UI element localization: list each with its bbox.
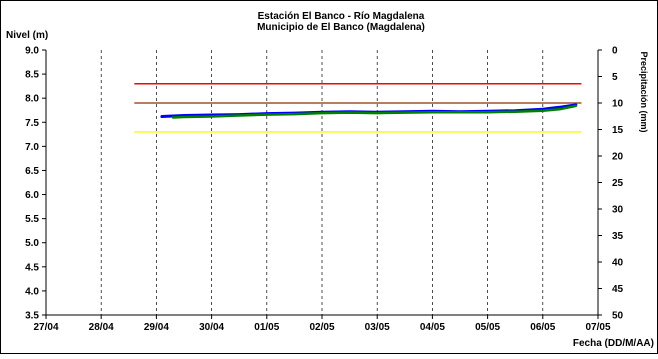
y2-tick-label: 0 [612, 46, 618, 57]
y-tick-label: 5.5 [25, 214, 39, 225]
y2-tick-label: 10 [612, 99, 624, 110]
y2-tick-label: 50 [612, 311, 624, 322]
y2-tick-label: 20 [612, 152, 624, 163]
y-tick-label: 8.0 [25, 94, 39, 105]
series-layer [160, 103, 578, 119]
axis-layer: 9.0 8.5 8.0 7.5 7.0 6.5 6.0 5.5 5.0 4.5 4.0 3.5 0 5 10… [25, 46, 623, 334]
chart-subtitle: Municipio de El Banco (Magdalena) [257, 22, 425, 33]
y2-tick-label: 45 [612, 284, 624, 295]
x-axis-label: Fecha (DD/M/AA) [573, 338, 654, 349]
x-tick-label: 27/04 [33, 322, 58, 333]
x-tick-label: 28/04 [89, 322, 114, 333]
x-tick-label: 05/05 [475, 322, 500, 333]
y-tick-label: 9.0 [25, 46, 39, 57]
x-tick-label: 07/05 [585, 322, 610, 333]
y2-tick-label: 30 [612, 205, 624, 216]
y-tick-label: 4.0 [25, 286, 39, 297]
y-tick-label: 6.0 [25, 190, 39, 201]
y2-tick-label: 40 [612, 258, 624, 269]
y-axis-label: Nivel (m) [6, 30, 48, 41]
grid-layer [46, 50, 598, 315]
y2-axis-label: Precipitación (mm) [639, 51, 649, 132]
x-tick-label: 02/05 [309, 322, 334, 333]
y-tick-label: 4.5 [25, 262, 39, 273]
y2-tick-label: 5 [612, 72, 618, 83]
y-tick-label: 8.5 [25, 70, 39, 81]
x-tick-label: 29/04 [144, 322, 169, 333]
y-tick-label: 7.5 [25, 118, 39, 129]
x-tick-label: 06/05 [530, 322, 555, 333]
chart-title: Estación El Banco - Río Magdalena [258, 11, 425, 22]
y-tick-label: 6.5 [25, 166, 39, 177]
x-tick-label: 04/05 [420, 322, 445, 333]
secondary-axis-label: Precipitación (mm) [639, 51, 649, 132]
x-tick-label: 01/05 [254, 322, 279, 333]
threshold-layer [134, 82, 582, 133]
y2-tick-label: 15 [612, 125, 624, 136]
y-tick-label: 3.5 [25, 311, 39, 322]
x-tick-label: 30/04 [199, 322, 224, 333]
series-line [171, 104, 578, 119]
y-tick-label: 5.0 [25, 238, 39, 249]
y2-tick-label: 25 [612, 178, 624, 189]
y2-tick-label: 35 [612, 231, 624, 242]
x-tick-label: 03/05 [365, 322, 390, 333]
y-tick-label: 7.0 [25, 142, 39, 153]
